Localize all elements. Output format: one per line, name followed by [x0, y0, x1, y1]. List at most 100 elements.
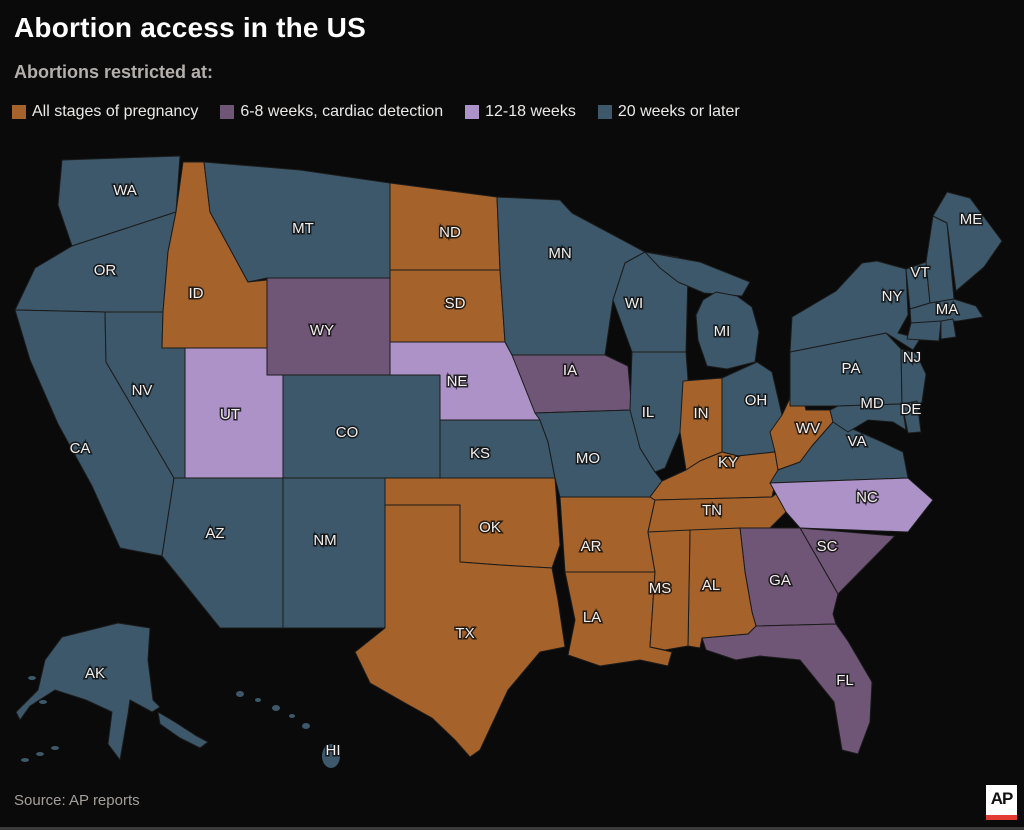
state-nh: [925, 215, 955, 304]
cardiac-swatch-icon: [220, 105, 235, 119]
source-credit: Source: AP reports: [14, 792, 140, 809]
all-stages-swatch-icon: [12, 105, 26, 119]
state-hi-island: [272, 705, 280, 711]
state-nm: [282, 477, 386, 629]
state-label-tx: TX: [455, 625, 474, 642]
state-ak: [15, 622, 161, 761]
state-label-sd: SD: [445, 295, 466, 312]
state-hi-island: [255, 698, 261, 702]
state-label-ms: MS: [649, 580, 672, 597]
state-label-ne: NE: [447, 373, 468, 390]
page-title: Abortion access in the US: [14, 12, 366, 43]
state-label-fl: FL: [836, 672, 854, 689]
state-ak-island: [28, 676, 36, 680]
state-tx: [354, 504, 566, 758]
state-nc: [769, 477, 934, 533]
state-ri: [940, 318, 957, 340]
state-ak-island: [21, 758, 29, 762]
state-label-il: IL: [642, 404, 655, 421]
state-label-md: MD: [860, 395, 883, 412]
state-label-wv: WV: [796, 420, 820, 437]
state-label-mo: MO: [576, 450, 600, 467]
legend-label-all-stages: All stages of pregnancy: [32, 103, 199, 120]
legend-item-all-stages: All stages of pregnancy: [12, 103, 198, 121]
state-ak: [157, 711, 209, 749]
state-label-va: VA: [848, 433, 867, 450]
state-label-tn: TN: [702, 502, 722, 519]
state-label-ky: KY: [718, 454, 738, 471]
state-ny: [789, 260, 921, 353]
legend-item-late-term: 20 weeks or later: [597, 103, 740, 121]
state-label-ga: GA: [769, 572, 791, 589]
state-ar: [559, 496, 656, 573]
state-hi-island: [302, 723, 310, 729]
legend-item-mid-term: 12-18 weeks: [465, 103, 576, 121]
state-label-wy: WY: [310, 322, 334, 339]
state-de: [901, 400, 922, 434]
mid-term-swatch-icon: [465, 105, 480, 119]
state-ct: [906, 320, 942, 342]
state-ak-island: [39, 700, 47, 704]
state-label-or: OR: [94, 262, 117, 279]
state-label-ca: CA: [70, 440, 91, 457]
state-label-pa: PA: [842, 360, 861, 377]
state-label-nc: NC: [856, 489, 878, 506]
state-co: [282, 374, 441, 479]
ap-logo-red-bar: [986, 815, 1017, 820]
state-label-ks: KS: [470, 445, 490, 462]
bottom-divider: [0, 827, 1024, 830]
state-label-nd: ND: [439, 224, 461, 241]
state-label-nv: NV: [132, 382, 153, 399]
state-ia: [511, 354, 633, 414]
ap-logo: AP: [986, 785, 1017, 820]
state-label-hi: HI: [326, 742, 341, 759]
legend: All stages of pregnancy 6-8 weeks, cardi…: [12, 103, 740, 121]
state-label-sc: SC: [817, 538, 838, 555]
state-label-la: LA: [583, 609, 601, 626]
state-label-az: AZ: [205, 525, 224, 542]
state-hi-island: [322, 744, 340, 768]
legend-label-mid-term: 12-18 weeks: [485, 103, 576, 120]
state-hi-island: [236, 691, 244, 697]
state-label-oh: OH: [745, 392, 768, 409]
state-label-ny: NY: [882, 288, 903, 305]
state-label-wi: WI: [625, 295, 643, 312]
state-label-ma: MA: [936, 301, 959, 318]
state-label-vt: VT: [910, 264, 929, 281]
header: Abortion access in the US Abortions rest…: [14, 12, 1010, 83]
ap-logo-text: AP: [990, 789, 1014, 808]
state-label-mn: MN: [548, 245, 571, 262]
state-label-in: IN: [694, 405, 709, 422]
state-al: [687, 527, 757, 649]
state-label-nm: NM: [313, 532, 336, 549]
state-label-co: CO: [336, 424, 359, 441]
state-ks: [439, 419, 556, 479]
late-term-swatch-icon: [597, 105, 612, 119]
state-label-de: DE: [901, 401, 922, 418]
state-label-ar: AR: [581, 538, 602, 555]
legend-item-cardiac: 6-8 weeks, cardiac detection: [220, 103, 443, 121]
state-label-ok: OK: [479, 519, 501, 536]
state-mi: [695, 291, 760, 370]
state-az: [161, 477, 284, 629]
state-ak-island: [36, 752, 44, 756]
state-me: [932, 191, 1003, 292]
state-label-mi: MI: [714, 323, 731, 340]
state-label-mt: MT: [292, 220, 314, 237]
state-fl: [701, 623, 873, 755]
state-hi-island: [289, 714, 295, 718]
state-label-me: ME: [960, 211, 983, 228]
state-ms: [647, 529, 691, 651]
legend-label-cardiac: 6-8 weeks, cardiac detection: [240, 103, 444, 120]
state-label-ak: AK: [85, 665, 105, 682]
state-label-ia: IA: [563, 362, 577, 379]
state-label-wa: WA: [113, 182, 137, 199]
state-label-nj: NJ: [903, 349, 921, 366]
state-label-al: AL: [702, 577, 720, 594]
state-label-id: ID: [189, 285, 204, 302]
state-il: [629, 351, 689, 473]
state-label-ut: UT: [220, 406, 240, 423]
legend-label-late-term: 20 weeks or later: [617, 103, 740, 120]
state-ak-island: [51, 746, 59, 750]
